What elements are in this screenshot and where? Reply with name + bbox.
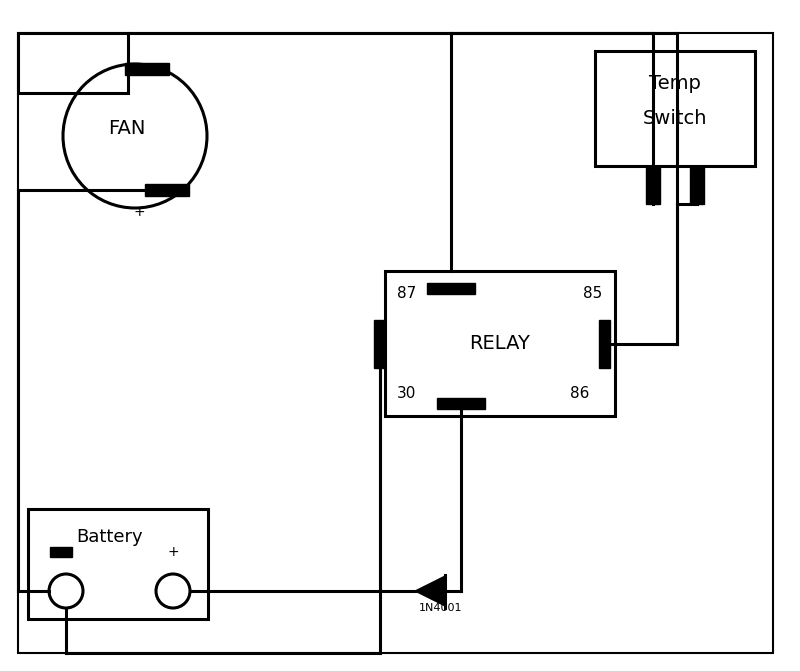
- Bar: [646, 166, 660, 204]
- Text: 85: 85: [583, 285, 602, 301]
- Text: Battery: Battery: [77, 528, 143, 546]
- Bar: [595, 51, 755, 166]
- Text: RELAY: RELAY: [470, 334, 530, 353]
- Text: Temp: Temp: [649, 74, 701, 93]
- Bar: [125, 64, 169, 74]
- Bar: [385, 271, 615, 416]
- Text: +: +: [133, 205, 145, 219]
- Text: 86: 86: [570, 386, 590, 401]
- Bar: [18, 33, 128, 93]
- Text: 1N4001: 1N4001: [418, 603, 462, 613]
- Bar: [50, 547, 72, 557]
- Text: FAN: FAN: [108, 119, 146, 138]
- Bar: [598, 319, 610, 368]
- Bar: [427, 282, 475, 293]
- Polygon shape: [415, 576, 446, 606]
- Bar: [28, 509, 208, 619]
- Bar: [690, 166, 704, 204]
- Text: +: +: [167, 545, 179, 559]
- Text: Switch: Switch: [642, 109, 707, 129]
- Bar: [437, 397, 485, 409]
- Text: 30: 30: [398, 386, 417, 401]
- Bar: [374, 319, 385, 368]
- Bar: [145, 185, 189, 195]
- Text: 87: 87: [398, 285, 417, 301]
